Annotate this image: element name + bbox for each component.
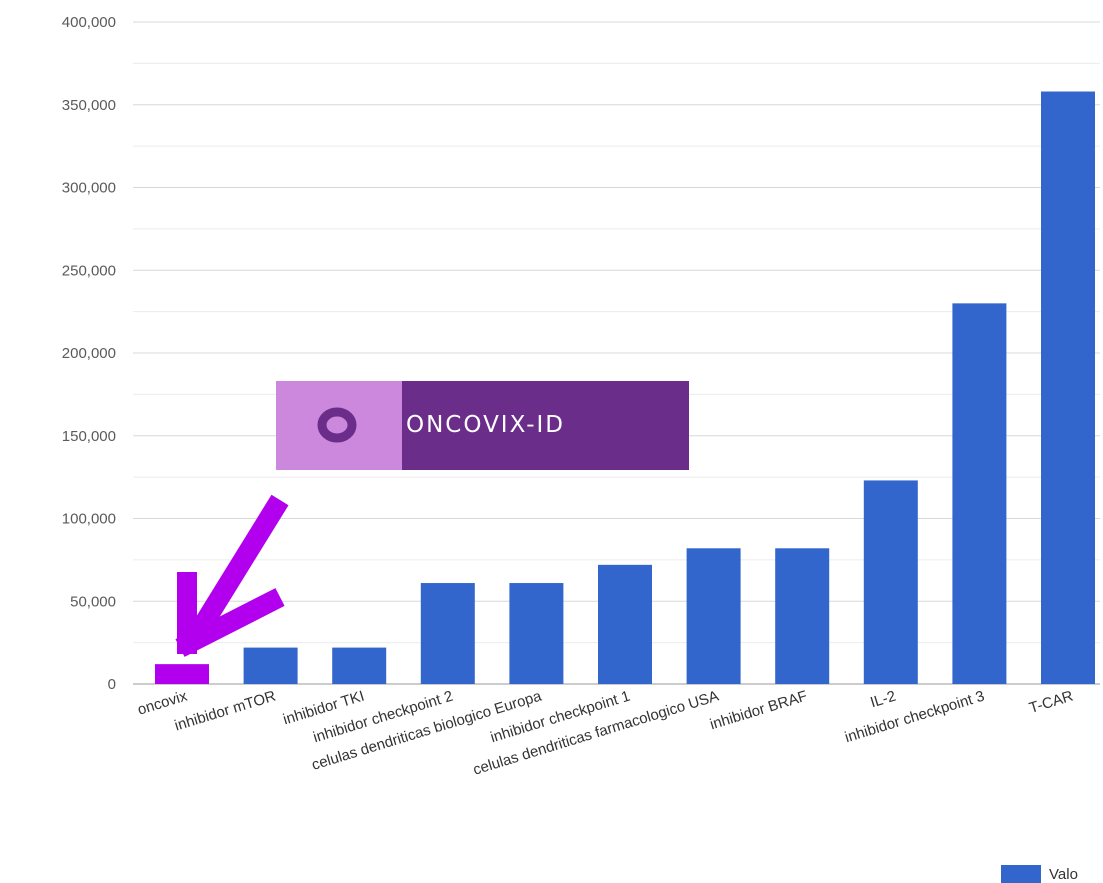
y-tick-label: 400,000	[62, 14, 116, 31]
x-tick-label: inhibidor BRAF	[708, 688, 809, 734]
y-tick-label: 250,000	[62, 262, 116, 279]
bar-inhibidor-tki	[332, 647, 387, 684]
gridlines	[133, 21, 1100, 685]
legend-label: Valo	[1049, 866, 1078, 883]
legend: Valo	[1001, 865, 1078, 883]
y-tick-label: 100,000	[62, 511, 116, 528]
bar-inhibidor-checkpoint-2	[420, 583, 475, 684]
y-tick-label: 350,000	[62, 97, 116, 114]
y-tick-label: 150,000	[62, 428, 116, 445]
oncovix-logo: ONCOVIX-ID	[276, 381, 689, 470]
logo-light-panel	[276, 381, 402, 470]
y-axis: 0 50,000 100,000 150,000 200,000 250,000 300,0…	[62, 14, 116, 693]
arrow-head-bottom	[175, 588, 285, 657]
y-tick-label: 0	[108, 676, 116, 693]
x-tick-label: T-CAR	[1027, 688, 1075, 717]
bar-inhibidor-checkpoint-3	[952, 303, 1007, 684]
bar-t-car	[1041, 91, 1095, 684]
x-tick-label: inhibidor mTOR	[173, 688, 278, 735]
bar-inhibidor-mtor	[243, 647, 298, 684]
x-tick-label: oncovix	[136, 687, 190, 718]
bar-inhibidor-checkpoint-1	[598, 564, 652, 684]
y-tick-label: 300,000	[62, 180, 116, 197]
bar-celulas-dendriticas-farmacologico-usa	[686, 548, 741, 684]
x-tick-label: IL-2	[868, 688, 898, 712]
bars	[155, 91, 1095, 684]
bar-oncovix	[155, 664, 209, 684]
bar-inhibidor-braf	[775, 548, 830, 684]
legend-swatch	[1001, 865, 1041, 883]
arrow-shaft	[187, 494, 289, 642]
x-tick-label: inhibidor checkpoint 3	[843, 688, 987, 747]
logo-dark-panel	[402, 381, 689, 470]
logo-text: ONCOVIX-ID	[406, 412, 565, 438]
logo-ring-icon	[317, 407, 357, 443]
y-tick-label: 50,000	[70, 593, 116, 610]
bar-celulas-dendriticas-biologico-europa	[509, 583, 564, 684]
y-tick-label: 200,000	[62, 345, 116, 362]
pointer-arrow	[175, 494, 289, 657]
bar-il-2	[863, 480, 918, 684]
